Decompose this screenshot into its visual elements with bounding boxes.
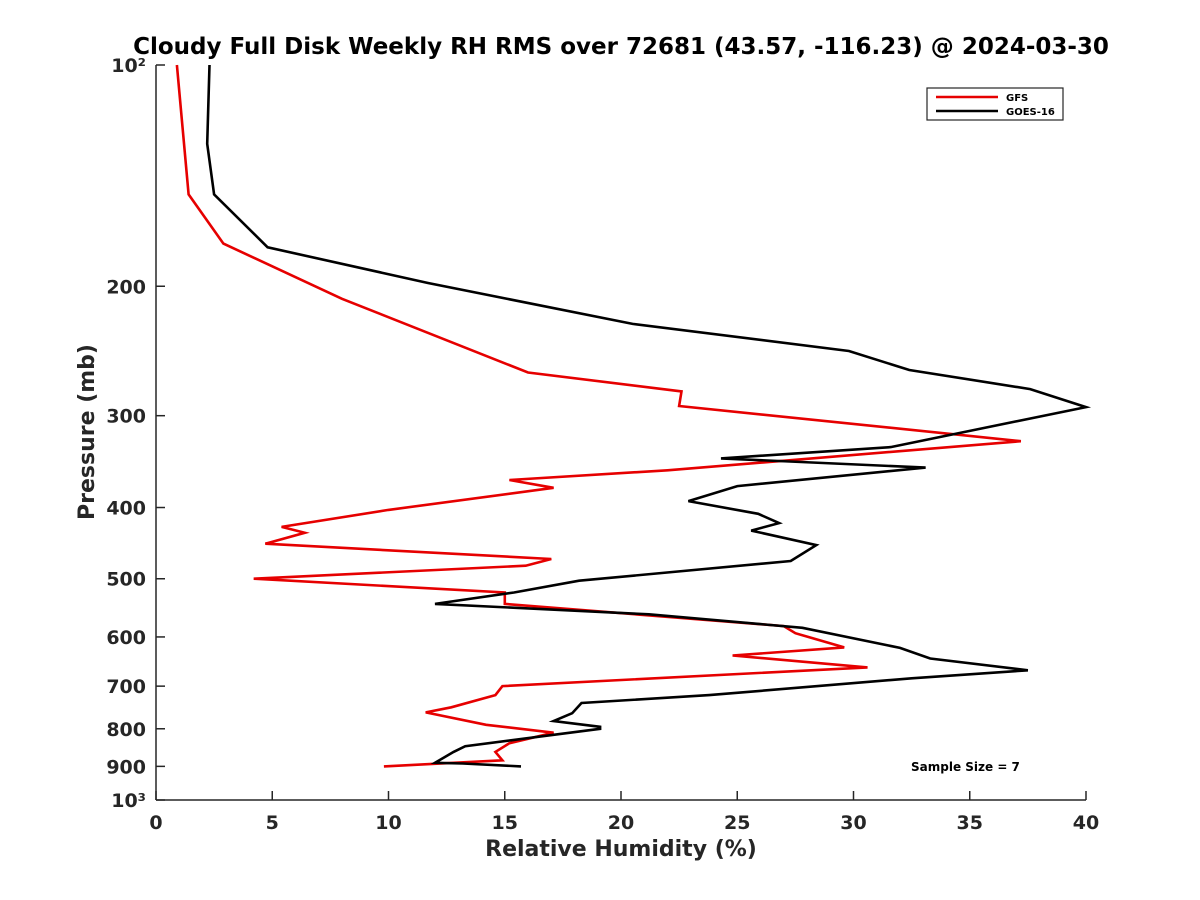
y-tick-label: 10² bbox=[111, 55, 146, 77]
legend-box bbox=[926, 87, 1064, 121]
x-axis-ticks: 0 5 10 15 20 25 30 35 40 bbox=[149, 791, 1099, 834]
x-tick-label: 5 bbox=[266, 812, 279, 834]
y-tick-label: 10³ bbox=[111, 790, 146, 812]
series-line-goes-16 bbox=[205, 64, 1092, 768]
x-axis-label: Relative Humidity (%) bbox=[485, 837, 757, 862]
y-tick-label: 500 bbox=[106, 569, 146, 591]
x-tick-label: 10 bbox=[375, 812, 401, 834]
y-tick-label: 200 bbox=[106, 276, 146, 298]
y-tick-label: 300 bbox=[106, 406, 146, 428]
x-tick-label: 40 bbox=[1073, 812, 1099, 834]
legend: GFS GOES-16 bbox=[926, 87, 1064, 121]
chart-title: Cloudy Full Disk Weekly RH RMS over 7268… bbox=[133, 34, 1109, 60]
legend-label-gfs: GFS bbox=[1006, 93, 1028, 104]
sample-size-annotation: Sample Size = 7 bbox=[911, 760, 1020, 774]
x-tick-label: 25 bbox=[724, 812, 750, 834]
x-tick-label: 0 bbox=[149, 812, 162, 834]
x-tick-label: 30 bbox=[840, 812, 866, 834]
y-tick-label: 800 bbox=[106, 719, 146, 741]
series-line-gfs bbox=[175, 64, 1022, 768]
x-tick-label: 15 bbox=[492, 812, 518, 834]
y-tick-label: 700 bbox=[106, 676, 146, 698]
series-layer bbox=[175, 64, 1092, 768]
y-tick-label: 400 bbox=[106, 498, 146, 520]
legend-label-goes-16: GOES-16 bbox=[1006, 107, 1055, 118]
x-tick-label: 35 bbox=[957, 812, 983, 834]
y-tick-label: 600 bbox=[106, 627, 146, 649]
y-axis-label: Pressure (mb) bbox=[75, 344, 100, 520]
y-tick-label: 900 bbox=[106, 756, 146, 778]
x-tick-label: 20 bbox=[608, 812, 634, 834]
y-axis-ticks: 10² 200 300 400 500 600 700 800 900 10³ bbox=[106, 55, 165, 812]
